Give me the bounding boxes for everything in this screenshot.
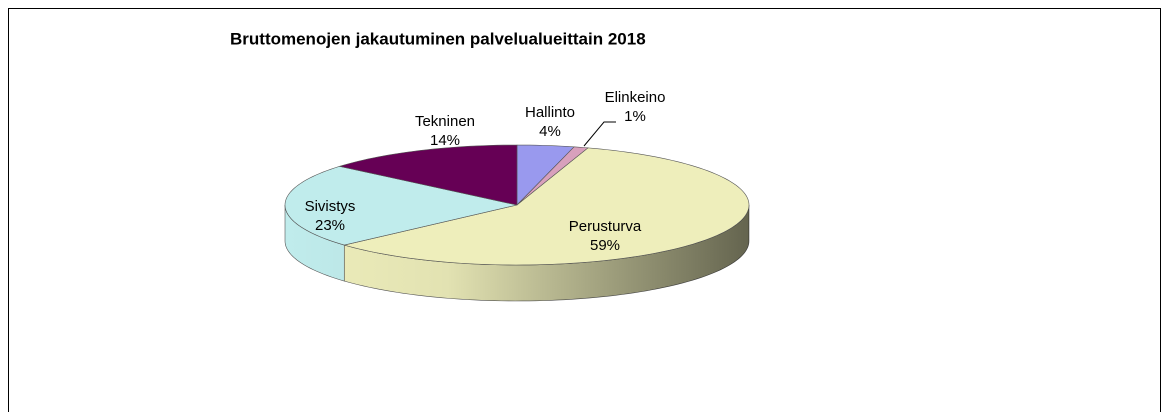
value-label: 4% bbox=[539, 123, 561, 140]
leader-line bbox=[583, 121, 616, 147]
value-label: 59% bbox=[590, 237, 620, 254]
slice-label: Perusturva bbox=[569, 218, 642, 235]
value-label: 14% bbox=[430, 132, 460, 149]
chart-frame bbox=[8, 8, 1161, 412]
slice bbox=[516, 144, 575, 206]
slice-label: Hallinto bbox=[525, 104, 575, 121]
slice-label: Elinkeino bbox=[605, 89, 666, 106]
side-shade bbox=[285, 205, 345, 282]
value-label: 23% bbox=[315, 217, 345, 234]
chart-title: Bruttomenojen jakautuminen palvelualueit… bbox=[230, 29, 646, 48]
slice bbox=[344, 147, 750, 266]
pie bbox=[284, 144, 750, 302]
slice-label: Tekninen bbox=[415, 113, 475, 130]
slice-label: Sivistys bbox=[305, 198, 356, 215]
slice bbox=[339, 144, 518, 206]
value-label: 1% bbox=[624, 108, 646, 125]
slice bbox=[284, 166, 518, 246]
side-shade bbox=[344, 205, 749, 301]
